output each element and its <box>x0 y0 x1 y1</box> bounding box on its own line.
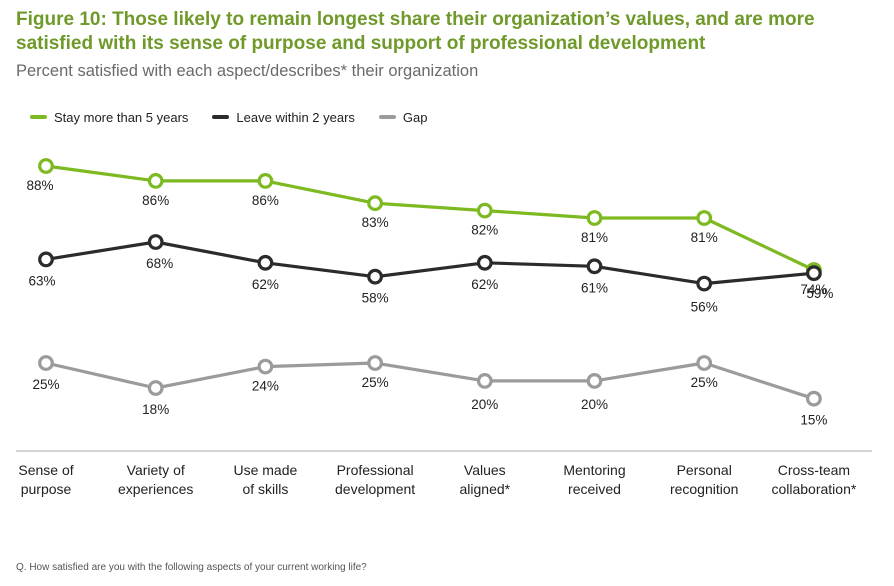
data-label: 74% <box>800 282 827 297</box>
data-label: 81% <box>581 230 608 245</box>
data-point <box>367 195 384 212</box>
legend: Stay more than 5 years Leave within 2 ye… <box>30 108 452 126</box>
data-label: 15% <box>800 413 827 428</box>
data-point <box>38 251 54 268</box>
data-point <box>367 268 384 285</box>
series-line-2 <box>45 361 815 401</box>
data-label: 62% <box>471 277 498 292</box>
data-point <box>586 258 603 275</box>
data-point <box>476 254 493 271</box>
data-label: 25% <box>691 375 718 390</box>
x-tick-label: Cross-team collaboration* <box>771 462 856 497</box>
data-point <box>367 355 384 371</box>
data-label: 25% <box>32 377 59 392</box>
data-label: 83% <box>362 215 389 230</box>
data-label: 63% <box>28 273 55 288</box>
data-label: 81% <box>691 230 718 245</box>
data-label: 25% <box>362 375 389 390</box>
data-point <box>696 210 713 226</box>
data-point <box>257 358 274 375</box>
series-0: 88% 86% 86% 83% 82% 81% 81% 74% <box>26 158 827 297</box>
legend-item-stay: Stay more than 5 years <box>30 110 188 125</box>
legend-swatch-gap <box>378 115 396 119</box>
legend-swatch-stay <box>30 115 47 119</box>
data-label: 20% <box>581 397 608 412</box>
data-label: 86% <box>252 193 279 208</box>
chart-title: Figure 10: Those likely to remain longes… <box>16 9 815 54</box>
data-point <box>38 355 54 371</box>
data-label: 88% <box>26 178 53 193</box>
data-point <box>147 234 164 250</box>
series-2: 25% 18% 24% 25% 20% 20% 25% 15% <box>32 355 827 428</box>
legend-label-stay: Stay more than 5 years <box>54 109 189 125</box>
data-label: 58% <box>362 291 389 306</box>
data-point <box>147 172 164 189</box>
x-tick-label: Use made of skills <box>233 462 297 497</box>
footnote: Q. How satisfied are you with the follow… <box>16 562 367 573</box>
data-label: 56% <box>691 300 718 315</box>
data-label: 86% <box>142 193 169 208</box>
data-label: 61% <box>581 280 608 295</box>
data-point <box>586 210 603 226</box>
legend-label-gap: Gap <box>402 109 428 125</box>
data-point <box>586 373 603 389</box>
data-label: 18% <box>142 402 169 417</box>
series-line-1 <box>45 240 815 286</box>
data-point <box>476 373 493 389</box>
x-tick-label: Values aligned* <box>459 462 510 497</box>
data-label: 20% <box>471 397 498 412</box>
data-point <box>806 390 822 407</box>
series-1: 63% 68% 62% 58% 62% 61% 56% 59% <box>28 234 833 315</box>
data-point <box>696 355 713 371</box>
data-point <box>806 265 822 282</box>
x-tick-label: Variety of experiences <box>118 462 194 497</box>
data-point <box>476 202 493 219</box>
data-point <box>38 158 54 174</box>
legend-swatch-leave <box>212 115 230 119</box>
x-tick-label: Sense of purpose <box>18 462 73 497</box>
data-label: 62% <box>252 277 279 292</box>
chart-subtitle: Percent satisfied with each aspect/descr… <box>16 62 479 80</box>
x-tick-label: Mentoring received <box>563 462 625 497</box>
data-label: 68% <box>146 256 173 271</box>
data-point <box>696 275 713 292</box>
legend-item-gap: Gap <box>378 109 428 125</box>
data-label: 24% <box>252 379 279 394</box>
legend-item-leave: Leave within 2 years <box>212 110 355 125</box>
data-point <box>257 172 274 189</box>
data-label: 82% <box>471 223 498 238</box>
data-point <box>147 380 164 396</box>
x-tick-label: Personal recognition <box>670 462 739 497</box>
data-point <box>257 254 274 271</box>
series-line-0 <box>45 164 815 272</box>
x-tick-label: Professional development <box>335 462 415 497</box>
legend-label-leave: Leave within 2 years <box>236 109 355 125</box>
data-label: 59% <box>806 286 833 301</box>
